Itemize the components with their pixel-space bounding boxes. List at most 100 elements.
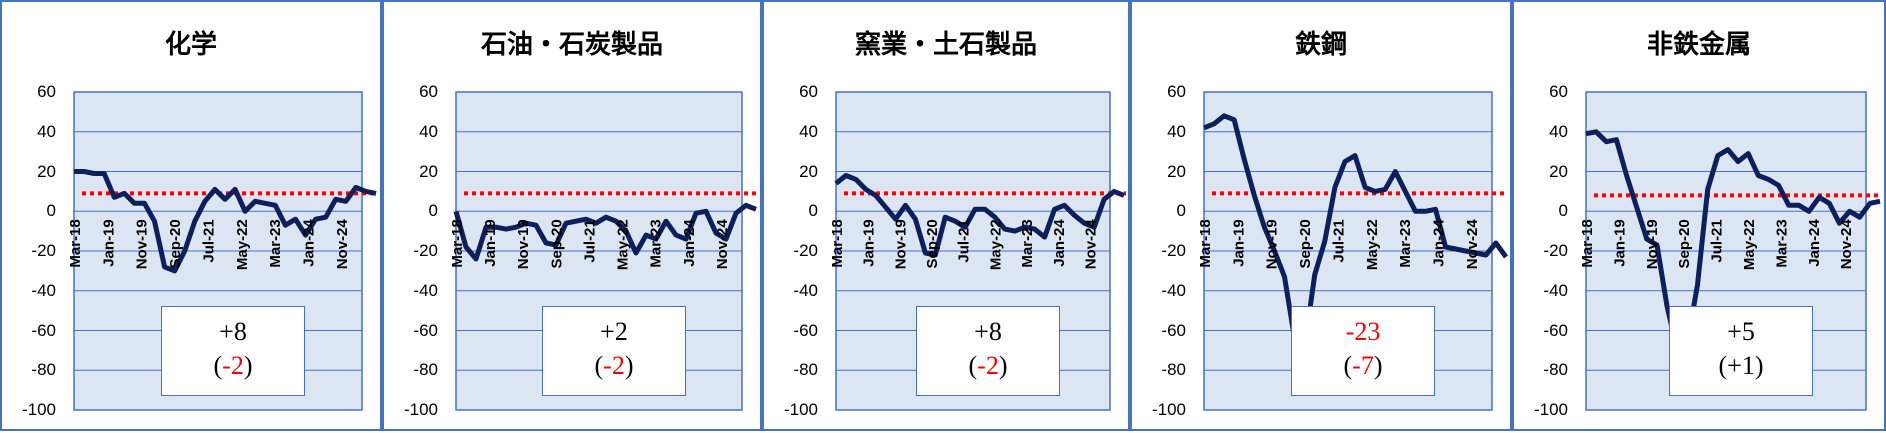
value-change: (+1) bbox=[1670, 349, 1812, 383]
x-tick-label: Nov-24 bbox=[334, 219, 351, 270]
value-main: -23 bbox=[1345, 317, 1381, 346]
x-tick-label: May-22 bbox=[1364, 219, 1381, 270]
y-tick-label: -80 bbox=[31, 360, 56, 380]
value-box: -23 (-7) bbox=[1291, 306, 1435, 396]
value-change-number: +1 bbox=[1727, 351, 1755, 380]
y-tick-label: 40 bbox=[419, 121, 438, 141]
y-tick-label: 0 bbox=[808, 201, 818, 221]
paren-close: ) bbox=[1754, 351, 1764, 380]
x-tick-label: Nov-24 bbox=[1082, 219, 1099, 270]
y-tick-label: -60 bbox=[1161, 320, 1186, 340]
series-line bbox=[834, 173, 1125, 258]
chart-title: 非鉄金属 bbox=[1646, 30, 1751, 60]
value-box: +8 (-2) bbox=[916, 306, 1060, 396]
series-line bbox=[453, 202, 757, 262]
value-change-number: -2 bbox=[977, 351, 999, 380]
value-change-number: -2 bbox=[603, 351, 625, 380]
x-tick-label: Jan-24 bbox=[1051, 219, 1068, 267]
x-tick-label: Nov-24 bbox=[1838, 219, 1855, 270]
x-tick-label: Jul-21 bbox=[956, 219, 973, 262]
y-tick-label: -20 bbox=[413, 241, 438, 260]
y-tick-label: -60 bbox=[413, 320, 438, 340]
x-tick-label: Mar-23 bbox=[267, 219, 284, 267]
y-tick-label: -100 bbox=[783, 400, 818, 419]
x-tick-label: Sep-20 bbox=[924, 219, 941, 268]
y-tick-label: 40 bbox=[1549, 121, 1568, 141]
y-tick-label: -100 bbox=[403, 400, 438, 419]
paren-close: ) bbox=[243, 351, 253, 380]
y-tick-label: 0 bbox=[1176, 201, 1186, 221]
series-line bbox=[1203, 113, 1509, 349]
series-line bbox=[1585, 129, 1881, 353]
x-tick-label: Jan-24 bbox=[1806, 219, 1823, 267]
paren-close: ) bbox=[998, 351, 1008, 380]
value-main: +8 bbox=[219, 317, 247, 346]
x-tick-label: Sep-20 bbox=[548, 219, 565, 268]
y-tick-label: 20 bbox=[1167, 161, 1186, 181]
x-tick-label: May-22 bbox=[234, 219, 251, 270]
x-tick-label: Mar-18 bbox=[1579, 219, 1596, 267]
x-tick-label: Nov-19 bbox=[134, 219, 151, 269]
paren-open: ( bbox=[1343, 351, 1353, 380]
y-tick-label: 60 bbox=[1549, 82, 1568, 101]
x-tick-label: Mar-23 bbox=[1397, 219, 1414, 267]
chart-panel: 鉄鋼 60 40 20 0 -20 -40 -60 -80 -100 Mar-18 Jan-19 Nov… bbox=[1130, 0, 1512, 431]
x-tick-label: Sep-20 bbox=[1297, 219, 1314, 268]
x-tick-label: Jan-19 bbox=[482, 219, 499, 267]
x-tick-label: Jan-19 bbox=[1611, 219, 1628, 267]
value-main: +2 bbox=[600, 317, 628, 346]
y-tick-label: 20 bbox=[37, 161, 56, 181]
x-tick-label: May-22 bbox=[1741, 219, 1758, 270]
x-tick-label: Nov-19 bbox=[1644, 219, 1661, 269]
x-tick-label: Sep-20 bbox=[1676, 219, 1693, 268]
paren-open: ( bbox=[213, 351, 223, 380]
value-box: +2 (-2) bbox=[542, 306, 686, 396]
x-tick-label: Mar-18 bbox=[449, 219, 466, 267]
x-tick-label: May-22 bbox=[615, 219, 632, 270]
value-change: (-2) bbox=[543, 349, 685, 383]
y-tick-label: -40 bbox=[793, 280, 818, 300]
y-tick-label: -20 bbox=[1161, 241, 1186, 260]
y-tick-label: 20 bbox=[419, 161, 438, 181]
x-tick-label: Nov-19 bbox=[515, 219, 532, 269]
x-tick-label: Mar-23 bbox=[1773, 219, 1790, 267]
paren-open: ( bbox=[968, 351, 978, 380]
chart-title: 鉄鋼 bbox=[1294, 30, 1347, 60]
x-tick-label: Mar-18 bbox=[829, 219, 846, 267]
x-tick-label: Mar-23 bbox=[1019, 219, 1036, 267]
series-line bbox=[74, 169, 377, 274]
chart-panel: 非鉄金属 60 40 20 0 -20 -40 -60 -80 -100 Mar-18 Jan-19 N… bbox=[1512, 0, 1886, 431]
y-tick-label: -40 bbox=[31, 280, 56, 300]
value-main: +5 bbox=[1727, 317, 1755, 346]
y-tick-label: -60 bbox=[1543, 320, 1568, 340]
chart-title: 石油・石炭製品 bbox=[480, 30, 663, 60]
chart-panel: 窯業・土石製品 60 40 20 0 -20 -40 -60 -80 -100 Mar-18 Jan-… bbox=[762, 0, 1130, 431]
x-tick-label: Nov-19 bbox=[892, 219, 909, 269]
chart-title: 窯業・土石製品 bbox=[854, 30, 1037, 60]
y-tick-label: -20 bbox=[31, 241, 56, 260]
x-tick-label: Mar-18 bbox=[1197, 219, 1214, 267]
y-tick-label: 20 bbox=[1549, 161, 1568, 181]
y-tick-label: 0 bbox=[46, 201, 56, 221]
x-tick-label: Jan-19 bbox=[100, 219, 117, 267]
x-tick-label: Sep-20 bbox=[167, 219, 184, 268]
x-tick-label: Jan-19 bbox=[861, 219, 878, 267]
chart-panel: 化学 60 40 20 0 -20 -40 -60 -80 -100 Mar-18 Jan-19 Nov… bbox=[0, 0, 382, 431]
y-tick-label: 60 bbox=[799, 82, 818, 101]
y-tick-label: -60 bbox=[793, 320, 818, 340]
chart-panel: 石油・石炭製品 60 40 20 0 -20 -40 -60 -80 -100 Mar-18 Jan-… bbox=[382, 0, 762, 431]
y-tick-label: -80 bbox=[1543, 360, 1568, 380]
chart-title: 化学 bbox=[164, 30, 217, 60]
value-main: +8 bbox=[974, 317, 1002, 346]
paren-open: ( bbox=[1718, 351, 1728, 380]
x-tick-label: Jan-24 bbox=[1431, 219, 1448, 267]
y-tick-label: -100 bbox=[1533, 400, 1568, 419]
y-tick-label: -80 bbox=[1161, 360, 1186, 380]
x-tick-label: May-22 bbox=[987, 219, 1004, 270]
paren-close: ) bbox=[1373, 351, 1383, 380]
y-tick-label: -40 bbox=[1161, 280, 1186, 300]
y-tick-label: -80 bbox=[413, 360, 438, 380]
y-tick-label: -20 bbox=[1543, 241, 1568, 260]
x-tick-label: Jan-24 bbox=[301, 219, 318, 267]
x-tick-label: Jan-19 bbox=[1230, 219, 1247, 267]
